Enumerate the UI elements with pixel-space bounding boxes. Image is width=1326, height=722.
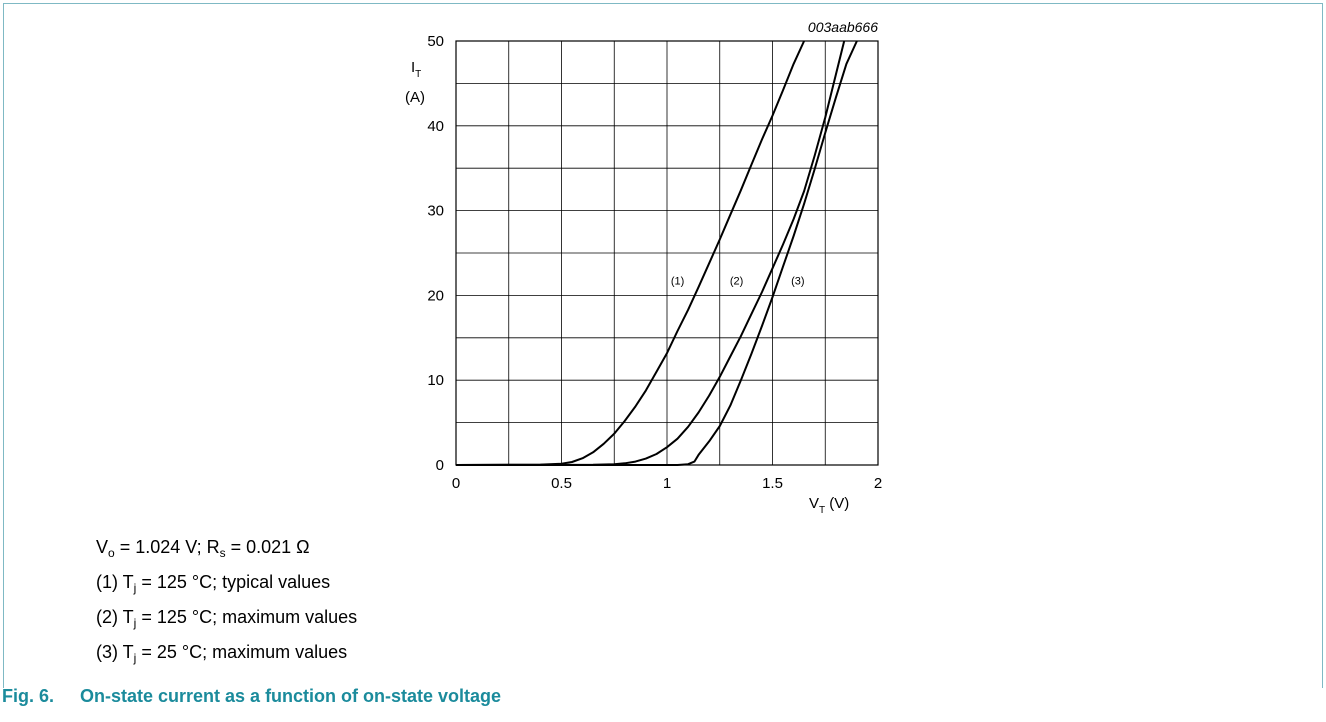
note-curve-3: (3) Tj = 25 °C; maximum values [96,642,348,665]
grid-lines [456,41,878,465]
series-lines [455,40,858,466]
figure-caption: Fig. 6. On-state current as a function of… [2,686,501,707]
figure-title: On-state current as a function of on-sta… [80,686,502,706]
series-labels: (1) (2) (3) [671,275,805,287]
x-tick-label: 1 [663,475,671,492]
x-tick-label: 0.5 [551,475,572,492]
y-tick-label: 20 [427,287,444,304]
series-label-3: (3) [791,275,804,287]
note-parameters: Vo = 1.024 V; Rs = 0.021 Ω [96,537,310,560]
figure-number: Fig. 6. [2,686,55,706]
y-tick-label: 30 [427,203,444,220]
y-tick-label: 50 [427,33,444,50]
series-label-1: (1) [671,275,684,287]
y-axis-label: IT [411,59,421,80]
y-tick-label: 40 [427,118,444,135]
figure-code: 003aab666 [808,19,878,35]
series-line-1 [455,40,806,466]
series-label-2: (2) [730,275,743,287]
x-axis-label: VT (V) [809,495,849,516]
note-curve-1: (1) Tj = 125 °C; typical values [96,572,331,595]
series-line-2 [455,40,846,466]
figure-frame [3,3,1323,688]
x-tick-label: 2 [874,475,882,492]
x-tick-label: 1.5 [762,475,783,492]
note-curve-2: (2) Tj = 125 °C; maximum values [96,607,358,630]
series-line-3 [456,40,858,466]
x-tick-label: 0 [452,475,460,492]
y-axis-unit: (A) [405,89,425,106]
y-tick-label: 0 [436,457,444,474]
y-tick-label: 10 [427,372,444,389]
